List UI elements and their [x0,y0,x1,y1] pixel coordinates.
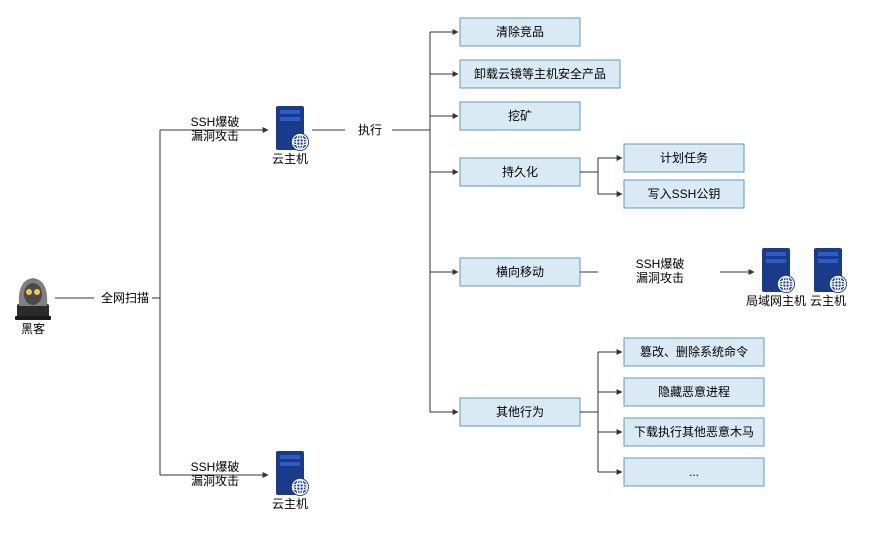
svg-text:...: ... [689,465,699,479]
edge-label: 全网扫描 [101,290,149,305]
edge-label: SSH爆破漏洞攻击 [636,256,685,285]
edge-label: 执行 [358,123,382,137]
node-lateral: 横向移动 [460,258,580,286]
svg-text:横向移动: 横向移动 [496,264,544,279]
svg-text:隐藏恶意进程: 隐藏恶意进程 [658,384,730,399]
server-caption: 云主机 [810,294,846,308]
svg-text:持久化: 持久化 [502,164,538,179]
edge-label: SSH爆破漏洞攻击 [191,459,240,488]
svg-text:写入SSH公钥: 写入SSH公钥 [648,187,721,201]
server-caption: 局域网主机 [746,294,806,308]
hacker-icon: 黑客 [15,278,51,336]
svg-text:下载执行其他恶意木马: 下载执行其他恶意木马 [634,424,754,439]
server-icon: 云主机 [272,106,309,166]
node-uninstall: 卸载云镜等主机安全产品 [460,60,620,88]
server-icon: 云主机 [810,248,847,308]
node-persist: 持久化 [460,158,580,186]
server-icon: 云主机 [272,451,309,511]
node-other: 其他行为 [460,398,580,426]
edge-label: SSH爆破漏洞攻击 [191,114,240,143]
node-tamper: 篡改、删除系统命令 [624,338,764,366]
svg-text:计划任务: 计划任务 [660,150,708,165]
node-more: ... [624,458,764,486]
node-sched_task: 计划任务 [624,144,744,172]
node-ssh_key: 写入SSH公钥 [624,180,744,208]
node-mining: 挖矿 [460,102,580,130]
svg-text:清除竞品: 清除竞品 [496,24,544,39]
server-caption: 云主机 [272,497,308,511]
svg-text:挖矿: 挖矿 [508,108,532,123]
hacker-caption: 黑客 [21,321,45,336]
svg-text:其他行为: 其他行为 [496,405,544,419]
node-hide: 隐藏恶意进程 [624,378,764,406]
server-icon: 局域网主机 [746,248,806,308]
svg-text:卸载云镜等主机安全产品: 卸载云镜等主机安全产品 [474,66,606,81]
server-caption: 云主机 [272,152,308,166]
node-download: 下载执行其他恶意木马 [624,418,764,446]
svg-text:篡改、删除系统命令: 篡改、删除系统命令 [640,344,748,359]
node-clear_comp: 清除竞品 [460,18,580,46]
